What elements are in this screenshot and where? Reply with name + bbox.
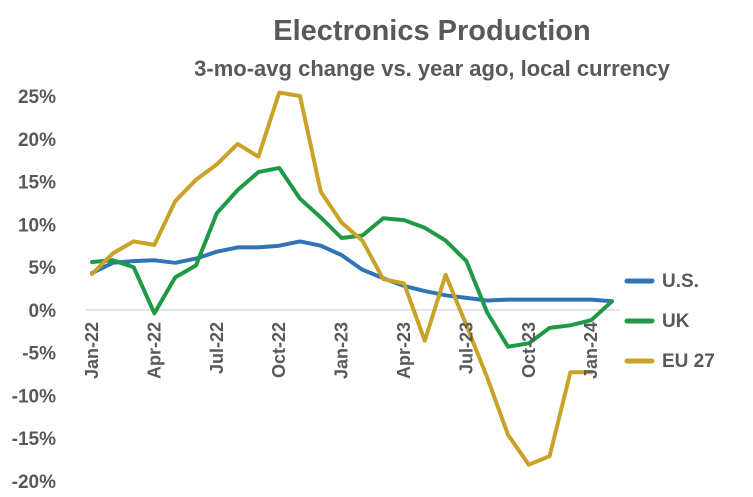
y-tick-label: -20%: [12, 472, 56, 493]
series-line-uk: [90, 165, 614, 349]
x-tick-label: Oct-23: [519, 322, 539, 378]
legend: U.S. UK EU 27: [624, 271, 715, 372]
x-axis: Jan-22 Apr-22 Jul-22 Oct-22 Jan-23 Apr-23 Jul-…: [82, 322, 601, 379]
chart-title: Electronics Production: [273, 15, 590, 47]
y-tick-label: 15%: [18, 173, 56, 194]
y-tick-label: -15%: [12, 429, 56, 450]
x-tick-label: Apr-23: [394, 322, 414, 379]
y-axis: 25% 20% 15% 10% 5% 0% -5% -10% -15% -20%: [12, 87, 56, 493]
x-tick-label: Jul-22: [207, 322, 227, 374]
legend-label-us: U.S.: [662, 271, 699, 292]
series-lines: [90, 90, 614, 467]
y-tick-label: -5%: [22, 344, 56, 365]
legend-label-uk: UK: [662, 311, 690, 332]
y-tick-label: 20%: [18, 130, 56, 151]
x-tick-label: Jan-22: [82, 322, 102, 379]
y-tick-label: 25%: [18, 87, 56, 108]
y-tick-label: -10%: [12, 386, 56, 407]
y-tick-label: 10%: [18, 215, 56, 236]
x-tick-label: Jan-23: [332, 322, 352, 379]
chart-subtitle: 3-mo-avg change vs. year ago, local curr…: [194, 56, 670, 81]
series-line-eu: [90, 90, 594, 467]
y-tick-label: 5%: [29, 258, 57, 279]
x-tick-label: Oct-22: [269, 322, 289, 378]
x-tick-label: Jan-24: [581, 322, 601, 379]
legend-label-eu: EU 27: [662, 351, 715, 372]
y-tick-label: 0%: [29, 301, 57, 322]
x-tick-label: Jul-23: [456, 322, 476, 374]
x-tick-label: Apr-22: [144, 322, 164, 379]
series-line-us: [90, 239, 614, 304]
